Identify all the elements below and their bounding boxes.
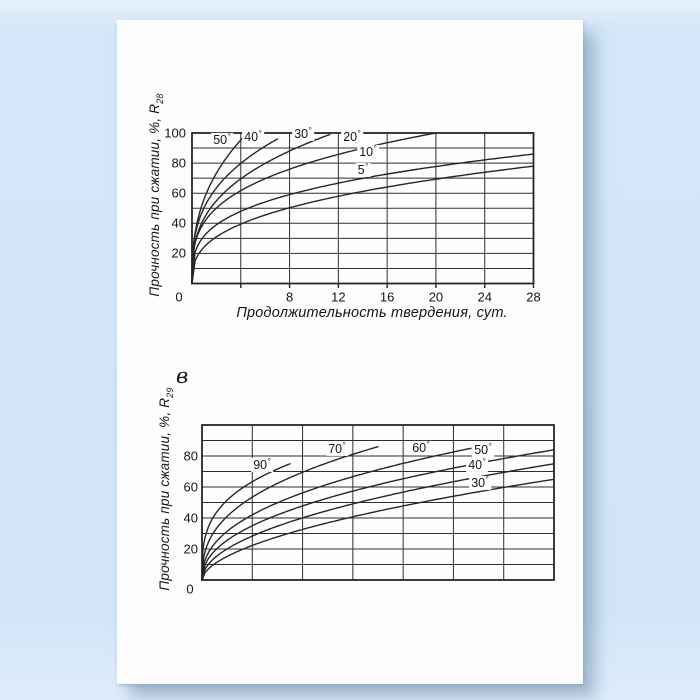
chart-a-x-tick-20: 20 — [428, 289, 444, 305]
chart-b-curve-90 — [201, 463, 291, 581]
chart-a-curve-20 — [191, 132, 437, 285]
chart-a-y-tick-40: 40 — [171, 215, 186, 231]
chart-a-curve-30 — [191, 133, 331, 285]
chart-b-curve-label-30: 30° — [469, 474, 491, 491]
chart-a-curve-label-5: 5° — [355, 161, 371, 178]
chart-b-curve-label-50-value: 50 — [474, 442, 489, 457]
degree-icon: ° — [258, 128, 262, 138]
degree-icon: ° — [308, 125, 312, 135]
degree-icon: ° — [488, 441, 492, 451]
chart-b-curve-60 — [201, 447, 472, 581]
chart-a-x-tick-24: 24 — [477, 289, 492, 305]
chart-a-curve-label-10-value: 10 — [359, 144, 374, 159]
chart-a-curve-5 — [191, 165, 535, 285]
chart-a-y-axis-title-subscript: 28 — [154, 93, 165, 104]
chart-a-curve-label-10: 10° — [357, 143, 379, 160]
chart-a-curve-label-5-value: 5 — [357, 162, 365, 177]
degree-icon: ° — [485, 474, 489, 484]
chart-b-curve-label-90: 90° — [251, 456, 273, 473]
chart-a-curve-label-20: 20° — [341, 128, 363, 145]
chart-a-y-tick-100: 100 — [164, 125, 186, 141]
degree-icon: ° — [426, 439, 430, 449]
chart-b-plot-border — [201, 424, 555, 581]
chart-a-curve-label-40-value: 40 — [244, 129, 259, 144]
degree-icon: ° — [373, 143, 377, 153]
degree-icon: ° — [267, 456, 271, 466]
chart-a-x-axis-title: Продолжительность твердения, сут. — [236, 305, 508, 321]
chart-b-curve-label-40: 40° — [466, 456, 488, 473]
degree-icon: ° — [365, 161, 369, 171]
chart-b-y-tick-60: 60 — [183, 479, 198, 495]
chart-a-curve-label-20-value: 20 — [343, 129, 358, 144]
chart-b-curve-70 — [201, 446, 379, 581]
chart-a-curve-label-50-value: 50 — [213, 132, 228, 147]
chart-b-y-axis-title-subscript: 29 — [164, 387, 175, 398]
chart-b-curve-50 — [201, 449, 555, 581]
chart-a-x-tick-16: 16 — [379, 289, 395, 305]
chart-b-curve-40 — [201, 463, 555, 581]
chart-b-y-axis-title-text: Прочность при сжатии, %, R — [157, 397, 173, 591]
chart-a-y-tick-60: 60 — [171, 185, 186, 201]
chart-b-curve-label-60: 60° — [410, 439, 432, 456]
degree-icon: ° — [482, 456, 486, 466]
chart-a-curve-label-30: 30° — [292, 125, 314, 142]
chart-b-curve-label-50: 50° — [472, 441, 494, 458]
chart-a-curve-label-50: 50° — [211, 131, 233, 148]
chart-a-y-tick-80: 80 — [171, 155, 186, 171]
chart-a-curve-50 — [191, 135, 246, 285]
chart-b-curve-30 — [201, 478, 555, 581]
panel-label-v: в — [176, 364, 189, 388]
chart-b-curve-label-90-value: 90 — [253, 457, 268, 472]
chart-a-curve-label-40: 40° — [242, 128, 264, 145]
chart-b-curve-label-70: 70° — [326, 440, 348, 457]
chart-b-y-tick-20: 20 — [183, 541, 198, 557]
degree-icon: ° — [227, 131, 231, 141]
chart-a-y-tick-20: 20 — [171, 245, 186, 261]
chart-b-y-tick-40: 40 — [183, 510, 198, 526]
chart-b-curve-label-70-value: 70 — [328, 441, 343, 456]
degree-icon: ° — [342, 440, 346, 450]
chart-a-curve-label-30-value: 30 — [294, 126, 309, 141]
chart-b-curve-label-40-value: 40 — [468, 457, 483, 472]
chart-b-curve-label-30-value: 30 — [471, 475, 486, 490]
degree-icon: ° — [357, 128, 361, 138]
chart-a-x-tick-12: 12 — [331, 289, 346, 305]
chart-a-curve-10 — [191, 153, 535, 285]
chart-b-origin-label: 0 — [186, 581, 194, 597]
chart-b-y-tick-80: 80 — [183, 448, 198, 464]
chart-a-x-tick-28: 28 — [526, 289, 541, 305]
chart-a-x-tick-8: 8 — [285, 289, 294, 305]
chart-a-curve-40 — [191, 138, 279, 285]
chart-b-curve-label-60-value: 60 — [412, 440, 427, 455]
chart-a-origin-label: 0 — [175, 289, 183, 305]
